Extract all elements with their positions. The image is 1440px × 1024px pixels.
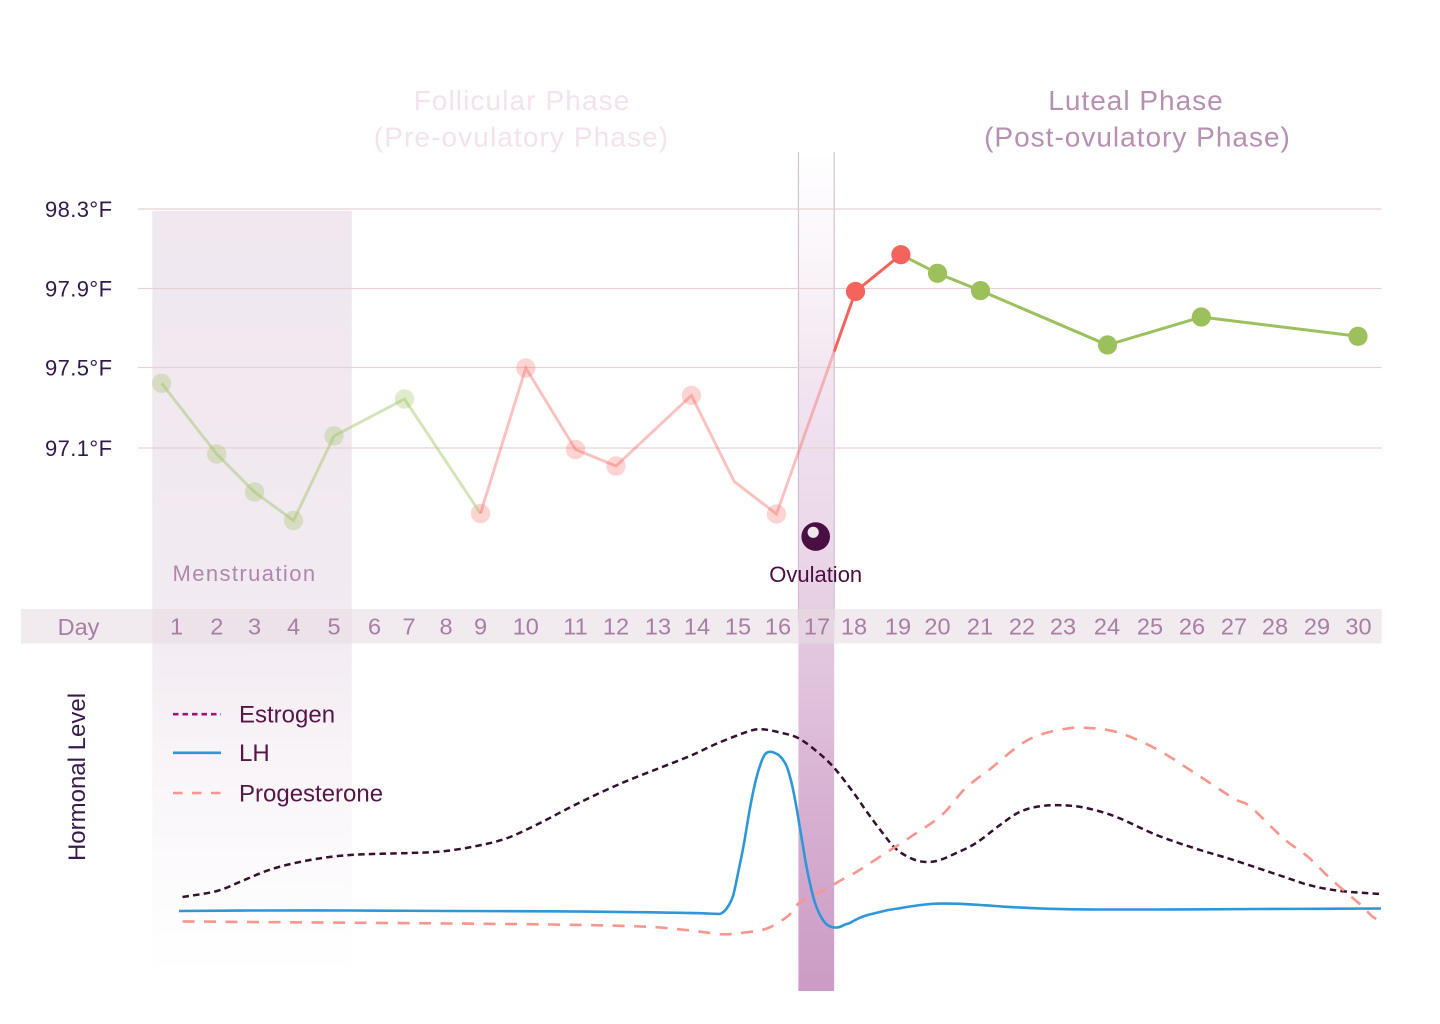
svg-text:22: 22: [1009, 614, 1035, 640]
svg-text:21: 21: [967, 614, 993, 640]
svg-text:25: 25: [1137, 614, 1163, 640]
svg-text:LH: LH: [239, 740, 270, 767]
svg-text:23: 23: [1050, 614, 1076, 640]
svg-text:20: 20: [924, 614, 950, 640]
svg-text:(Post-ovulatory Phase): (Post-ovulatory Phase): [984, 122, 1291, 153]
svg-text:Hormonal Level: Hormonal Level: [64, 693, 91, 861]
svg-text:9: 9: [474, 614, 487, 640]
svg-text:97.9°F: 97.9°F: [45, 277, 112, 302]
svg-text:97.1°F: 97.1°F: [45, 436, 112, 461]
svg-text:10: 10: [513, 614, 539, 640]
svg-text:7: 7: [402, 614, 415, 640]
svg-text:98.3°F: 98.3°F: [45, 197, 112, 222]
svg-text:14: 14: [684, 614, 710, 640]
svg-text:Progesterone: Progesterone: [239, 781, 383, 808]
svg-text:15: 15: [725, 614, 751, 640]
svg-text:24: 24: [1094, 614, 1120, 640]
svg-text:Estrogen: Estrogen: [239, 702, 335, 729]
svg-text:11: 11: [563, 614, 587, 640]
svg-text:Menstruation: Menstruation: [173, 561, 317, 586]
svg-text:Ovulation: Ovulation: [769, 562, 862, 587]
svg-text:Follicular Phase: Follicular Phase: [414, 85, 631, 116]
svg-text:3: 3: [248, 614, 261, 640]
svg-text:2: 2: [210, 614, 223, 640]
svg-text:4: 4: [287, 614, 300, 640]
svg-text:18: 18: [841, 614, 867, 640]
svg-text:8: 8: [439, 614, 452, 640]
svg-text:12: 12: [603, 614, 629, 640]
svg-text:19: 19: [885, 614, 911, 640]
svg-text:5: 5: [327, 614, 340, 640]
svg-text:29: 29: [1304, 614, 1330, 640]
svg-text:30: 30: [1345, 614, 1371, 640]
svg-text:16: 16: [765, 614, 791, 640]
svg-text:6: 6: [368, 614, 381, 640]
svg-text:27: 27: [1221, 614, 1247, 640]
svg-text:13: 13: [645, 614, 671, 640]
svg-text:97.5°F: 97.5°F: [45, 356, 112, 381]
svg-text:Luteal Phase: Luteal Phase: [1048, 85, 1223, 116]
svg-text:28: 28: [1262, 614, 1288, 640]
svg-text:26: 26: [1179, 614, 1205, 640]
svg-text:1: 1: [170, 614, 183, 640]
svg-text:17: 17: [804, 614, 830, 640]
svg-text:Day: Day: [58, 614, 100, 640]
svg-text:(Pre-ovulatory Phase): (Pre-ovulatory Phase): [374, 122, 669, 153]
